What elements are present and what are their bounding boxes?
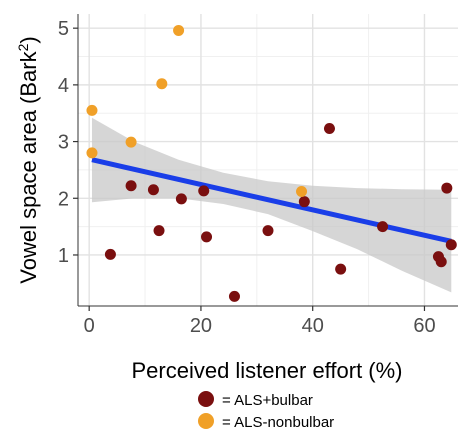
y-tick-label: 2: [58, 188, 69, 210]
axes-layer: 0 20 40 60 1 2 3 4 5: [58, 14, 458, 337]
legend-swatch-als-bulbar: [198, 391, 214, 407]
point-als-bulbar: [198, 185, 210, 197]
point-als-bulbar: [153, 225, 165, 237]
y-axis-title: Vowel space area (Bark2): [15, 36, 41, 283]
points-layer: [86, 24, 457, 302]
legend-swatch-als-nonbulbar: [198, 413, 214, 429]
point-als-nonbulbar: [86, 147, 98, 159]
point-als-bulbar: [435, 256, 447, 268]
y-tick-label: 1: [58, 245, 69, 267]
point-als-bulbar: [104, 248, 116, 260]
confidence-band-layer: [91, 117, 452, 293]
point-als-bulbar: [175, 193, 187, 205]
point-als-bulbar: [147, 184, 159, 196]
legend-label-als-nonbulbar: = ALS-nonbulbar: [222, 414, 334, 431]
y-axis-title-superscript: 2: [15, 43, 31, 51]
point-als-bulbar: [445, 239, 457, 251]
x-tick-label: 40: [302, 315, 324, 337]
x-tick-label: 20: [190, 315, 212, 337]
point-als-bulbar: [201, 231, 213, 243]
point-als-bulbar: [377, 221, 389, 233]
point-als-nonbulbar: [173, 24, 185, 36]
point-als-bulbar: [262, 225, 274, 237]
y-tick-label: 3: [58, 132, 69, 154]
legend-label-als-bulbar: = ALS+bulbar: [222, 392, 313, 409]
point-als-nonbulbar: [125, 136, 137, 148]
legend: = ALS+bulbar = ALS-nonbulbar: [198, 391, 334, 431]
point-als-bulbar: [335, 263, 347, 275]
point-als-bulbar: [441, 182, 453, 194]
point-als-bulbar: [323, 123, 335, 135]
y-tick-label: 4: [58, 75, 69, 97]
y-tick-label: 5: [58, 18, 69, 40]
regression-line: [91, 157, 452, 244]
point-als-nonbulbar: [156, 78, 168, 90]
point-als-bulbar: [228, 290, 240, 302]
x-axis-title: Perceived listener effort (%): [131, 358, 402, 383]
point-als-bulbar: [298, 196, 310, 208]
x-tick-label: 0: [84, 315, 95, 337]
point-als-bulbar: [125, 180, 137, 192]
point-als-nonbulbar: [86, 104, 98, 116]
fit-line-layer: [91, 157, 452, 244]
x-tick-label: 60: [413, 315, 435, 337]
confidence-band: [91, 117, 452, 293]
y-axis-title-main: Vowel space area (Bark: [16, 50, 41, 283]
y-axis-title-close: ): [16, 36, 41, 43]
point-als-nonbulbar: [296, 185, 308, 197]
